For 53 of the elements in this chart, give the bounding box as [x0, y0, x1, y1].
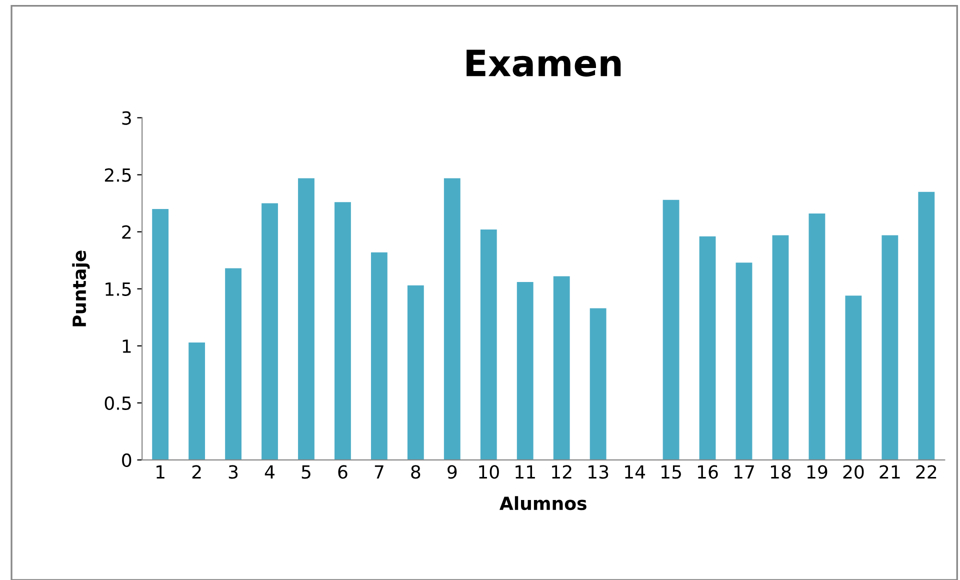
- bar: [298, 178, 314, 460]
- y-tick-label: 0.5: [104, 396, 131, 410]
- x-tick-label: 22: [916, 465, 936, 479]
- x-tick-label: 16: [698, 465, 718, 479]
- bar: [699, 236, 716, 460]
- bar: [882, 235, 898, 460]
- x-tick-label: 14: [625, 465, 646, 479]
- bar: [480, 230, 497, 460]
- x-tick-label: 19: [807, 465, 828, 479]
- bar: [590, 308, 606, 460]
- y-tick-label: 0: [122, 453, 132, 468]
- x-tick-label: 7: [374, 465, 384, 479]
- bar: [918, 192, 935, 460]
- y-tick-label: 2.5: [104, 168, 131, 182]
- x-tick-label: 5: [302, 465, 310, 479]
- x-tick-label: 6: [338, 465, 348, 479]
- bar: [407, 285, 424, 460]
- x-tick-label: 4: [264, 465, 274, 479]
- x-tick-label: 17: [734, 465, 754, 479]
- x-tick-label: 2: [192, 465, 201, 479]
- bar: [370, 252, 388, 460]
- bar: [152, 208, 169, 460]
- chart-title: Examen: [466, 50, 621, 77]
- bar: [444, 178, 460, 460]
- x-tick-label: 3: [228, 465, 238, 479]
- x-tick-label: 1: [156, 465, 164, 479]
- x-tick-label: 20: [843, 465, 864, 479]
- x-tick-label: 9: [448, 465, 457, 479]
- x-tick-label: 11: [516, 465, 535, 479]
- bar: [334, 202, 351, 460]
- x-tick-label: 8: [411, 465, 420, 479]
- x-tick-label: 15: [662, 465, 681, 479]
- bar: [516, 282, 534, 460]
- bar: [225, 268, 242, 460]
- x-tick-label: 12: [552, 465, 572, 479]
- y-tick-label: 1.5: [106, 282, 131, 296]
- bar: [808, 214, 826, 460]
- y-tick-label: 2: [122, 225, 131, 239]
- bar: [736, 262, 752, 460]
- x-tick-label: 10: [479, 465, 499, 479]
- bar: [188, 342, 206, 460]
- x-tick-label: 13: [588, 465, 608, 479]
- bar: [845, 296, 862, 460]
- y-tick-label: 3: [122, 111, 131, 125]
- bar: [772, 235, 789, 460]
- bar: [262, 203, 278, 460]
- y-axis-title: Puntaje: [72, 250, 90, 326]
- bar: [553, 276, 570, 460]
- bar: [662, 200, 680, 460]
- y-tick-label: 1: [122, 340, 131, 353]
- x-tick-label: 18: [770, 465, 791, 479]
- x-axis-title: Alumnos: [500, 496, 586, 510]
- x-tick-label: 21: [880, 465, 900, 479]
